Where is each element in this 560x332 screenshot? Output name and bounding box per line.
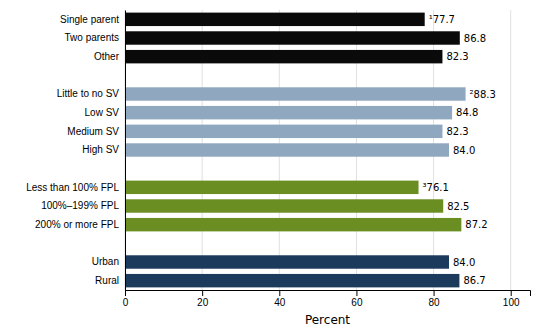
y-tick: 200% or more FPL: [35, 219, 125, 230]
bar: [125, 143, 449, 156]
data-label: 82.5: [447, 201, 469, 212]
y-tick: 100%–199% FPL: [41, 200, 125, 211]
bar: [125, 31, 460, 44]
data-label: 84.8: [456, 107, 478, 118]
bar: [125, 274, 459, 287]
bar: [125, 13, 425, 26]
x-axis-line: [126, 291, 531, 297]
y-tick-label: Two parents: [65, 32, 119, 43]
y-axis: Rural Urban 200% or more FPL 100%–199% FPL L…: [26, 11, 125, 291]
y-tick-label: Little to no SV: [57, 88, 120, 99]
y-tick: Little to no SV: [57, 88, 125, 99]
data-label: 86.8: [464, 33, 486, 44]
data-label: 86.7: [463, 275, 485, 286]
x-tick-label: 60: [351, 297, 363, 308]
x-tick: 40: [274, 290, 286, 308]
y-tick: Low SV: [85, 107, 125, 118]
y-axis-line: [125, 11, 126, 291]
data-label: ²88.3: [470, 89, 496, 100]
bar: [125, 50, 442, 63]
bar: [125, 199, 443, 212]
y-tick-label: Rural: [95, 275, 119, 286]
plot: 86.7 84.0 87.2 82.5 ³76.1 84.0 82.3 84.8 ²88.3 82…: [26, 10, 530, 308]
y-tick-label: Low SV: [85, 107, 120, 118]
x-tick-mark: [434, 290, 435, 296]
y-tick: Single parent: [60, 14, 125, 25]
y-tick-label: Less than 100% FPL: [26, 182, 119, 193]
x-axis-title: Percent: [305, 313, 350, 327]
y-tick-label: Medium SV: [67, 126, 119, 137]
x-tick: 0: [123, 290, 129, 308]
bars: [125, 13, 466, 288]
grid-line: [125, 10, 126, 290]
y-tick-label: Urban: [92, 256, 119, 267]
y-tick-label: Single parent: [60, 14, 119, 25]
x-tick-label: 100: [503, 297, 520, 308]
bar: [125, 255, 449, 268]
y-tick-label: 100%–199% FPL: [41, 200, 119, 211]
data-label: ³76.1: [423, 182, 449, 193]
x-tick-label: 80: [429, 297, 441, 308]
x-tick-mark: [279, 290, 280, 296]
y-tick: Rural: [95, 275, 125, 286]
x-tick-mark: [356, 290, 357, 296]
bar: [125, 87, 466, 100]
x-tick: 100: [503, 290, 520, 308]
y-tick-label: High SV: [82, 144, 119, 155]
grid-line: [510, 10, 511, 290]
y-tick: Less than 100% FPL: [26, 182, 125, 193]
y-tick: Urban: [92, 256, 125, 267]
x-tick: 60: [351, 290, 363, 308]
data-label: 84.0: [453, 257, 475, 268]
data-label: 82.3: [446, 51, 468, 62]
x-tick-mark: [202, 290, 203, 296]
y-tick: Other: [94, 51, 125, 62]
bar: [125, 181, 419, 194]
bar: [125, 125, 442, 138]
bar: [125, 218, 461, 231]
data-label: 82.3: [446, 126, 468, 137]
y-tick: Two parents: [65, 32, 125, 43]
x-tick-label: 0: [123, 297, 129, 308]
x-tick-label: 20: [197, 297, 209, 308]
x-tick-label: 40: [274, 297, 286, 308]
bar: [125, 106, 452, 119]
y-tick-label: 200% or more FPL: [35, 219, 119, 230]
data-label: ¹77.7: [429, 14, 455, 25]
chart: 86.7 84.0 87.2 82.5 ³76.1 84.0 82.3 84.8 ²88.3 82…: [0, 0, 560, 332]
x-tick: 20: [197, 290, 209, 308]
x-tick-mark: [511, 290, 512, 296]
y-tick-label: Other: [94, 51, 120, 62]
x-axis: 0 20 40 60 80 100: [123, 290, 531, 308]
y-tick: Medium SV: [67, 126, 125, 137]
y-tick: High SV: [82, 144, 125, 155]
x-tick-mark: [125, 290, 126, 296]
x-tick: 80: [429, 290, 441, 308]
grid: [125, 10, 511, 290]
data-label: 84.0: [453, 145, 475, 156]
data-label: 87.2: [465, 219, 487, 230]
data-labels: 86.7 84.0 87.2 82.5 ³76.1 84.0 82.3 84.8 ²88.3 82…: [423, 14, 496, 286]
